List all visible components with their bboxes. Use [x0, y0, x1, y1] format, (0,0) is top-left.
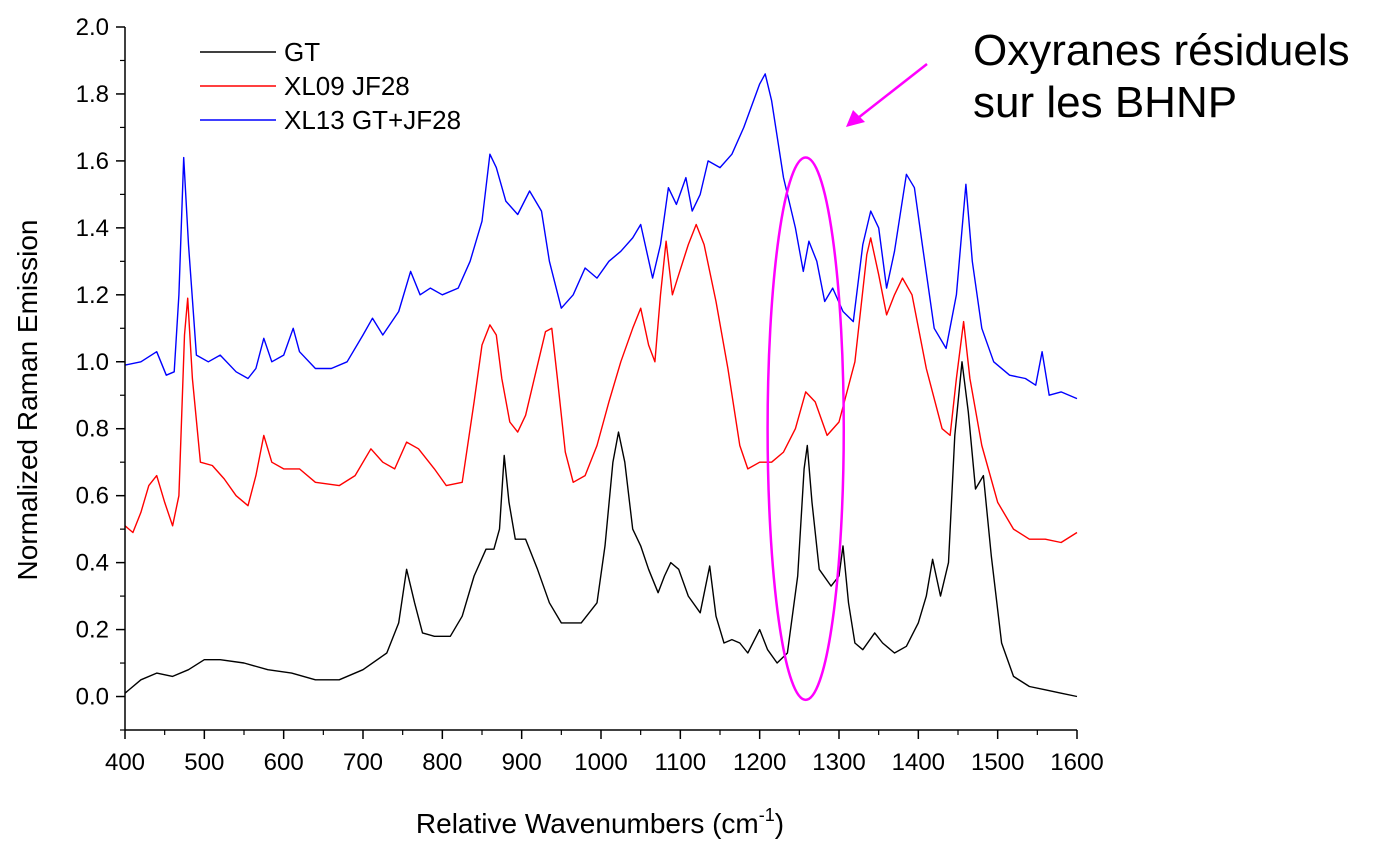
y-tick-label: 0.0 — [76, 684, 109, 711]
y-tick-label: 1.8 — [76, 81, 109, 108]
y-tick-label: 0.2 — [76, 617, 109, 644]
y-tick-label: 0.8 — [76, 416, 109, 443]
series-line-2 — [124, 73, 1078, 400]
y-axis-title: Normalized Raman Emission — [12, 219, 43, 580]
x-tick-label: 600 — [264, 749, 304, 776]
series-line-1 — [124, 223, 1078, 544]
x-tick-label: 1100 — [655, 749, 707, 776]
y-tick-label: 2.0 — [76, 14, 109, 41]
y-tick-label: 1.0 — [76, 349, 109, 376]
legend-label-1: XL09 JF28 — [284, 71, 410, 101]
x-tick-label: 1500 — [971, 749, 1024, 776]
legend-label-0: GT — [284, 37, 320, 67]
x-tick-label: 1000 — [574, 749, 627, 776]
annotation: Oxyranes résiduels sur les BHNP — [846, 26, 1350, 127]
x-tick-label: 800 — [422, 749, 462, 776]
annotation-ellipse — [766, 156, 846, 702]
x-tick-label: 500 — [184, 749, 224, 776]
series-line-0 — [124, 361, 1078, 698]
annotation-arrow — [846, 63, 928, 127]
annotation-line-1: Oxyranes résiduels — [973, 26, 1350, 75]
annotation-ellipse-group — [766, 156, 846, 702]
x-tick-label: 1600 — [1050, 749, 1103, 776]
annotation-line-2: sur les BHNP — [973, 78, 1237, 127]
x-axis-title: Relative Wavenumbers (cm-1) — [416, 805, 784, 839]
x-tick-label: 900 — [502, 749, 542, 776]
x-tick-label: 1300 — [812, 749, 865, 776]
y-tick-label: 0.4 — [76, 550, 109, 577]
x-tick-label: 1400 — [892, 749, 945, 776]
y-axis: 0.0 0.2 0.4 0.6 0.8 1.0 1.2 1.4 1.6 1.8 2.0 — [76, 14, 126, 731]
x-tick-label: 700 — [343, 749, 383, 776]
y-tick-label: 0.6 — [76, 483, 109, 510]
y-tick-label: 1.6 — [76, 148, 109, 175]
y-tick-label: 1.2 — [76, 282, 109, 309]
legend: GT XL09 JF28 XL13 GT+JF28 — [200, 37, 461, 135]
x-tick-label: 1200 — [733, 749, 786, 776]
x-tick-label: 400 — [105, 749, 145, 776]
legend-label-2: XL13 GT+JF28 — [284, 105, 461, 135]
y-tick-label: 1.4 — [76, 215, 109, 242]
plot-lines — [124, 73, 1078, 698]
x-axis: 400 500 600 700 800 900 1000 1100 1200 1300 1400 15… — [105, 729, 1104, 776]
